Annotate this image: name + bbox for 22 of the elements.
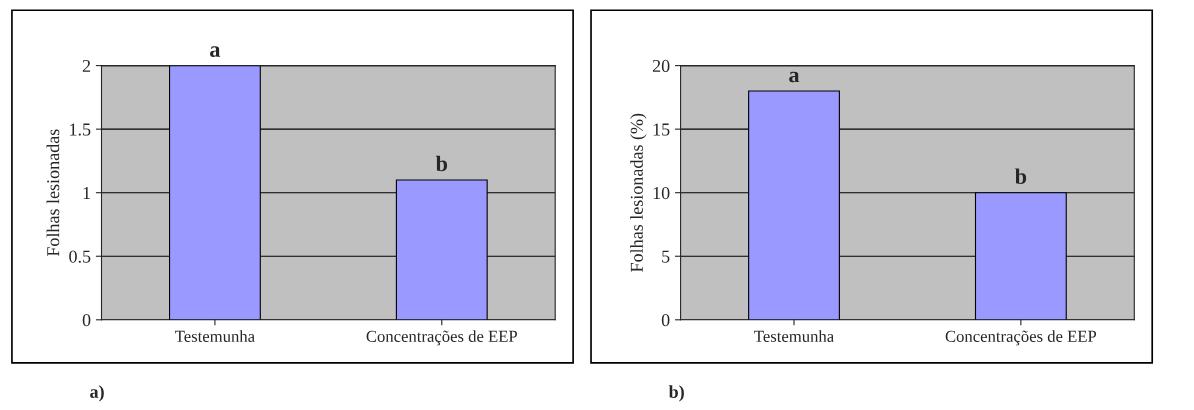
y-axis-title: Folhas lesionadas xyxy=(46,129,60,257)
y-axis-title: Folhas lesionadas (%) xyxy=(630,113,647,272)
text: b) xyxy=(668,385,684,402)
y-tick-label: 0 xyxy=(661,314,670,327)
y-tick-label: 1 xyxy=(83,187,90,199)
annotation: b xyxy=(1014,168,1027,185)
text: a) xyxy=(90,385,104,402)
x-tick-label: Concentrações de EEP xyxy=(945,330,1097,346)
annotation: a xyxy=(210,46,221,57)
y-tick-label: 5 xyxy=(662,250,670,263)
x-tick-label: Concentrações de EEP xyxy=(366,330,518,346)
annotation: a xyxy=(789,71,800,83)
y-tick-label: 15 xyxy=(653,123,670,136)
x-tick-label: Testemunha xyxy=(175,330,255,342)
x-tick-label: Testemunha xyxy=(754,330,834,342)
y-tick-label: 0 xyxy=(82,314,91,327)
y-tick-label: 2 xyxy=(82,59,91,72)
y-tick-label: 1.5 xyxy=(70,123,91,136)
y-tick-label: 20 xyxy=(652,59,670,73)
y-tick-label: 10 xyxy=(653,186,670,200)
annotation: b xyxy=(435,155,448,172)
y-tick-label: 0.5 xyxy=(69,250,91,263)
